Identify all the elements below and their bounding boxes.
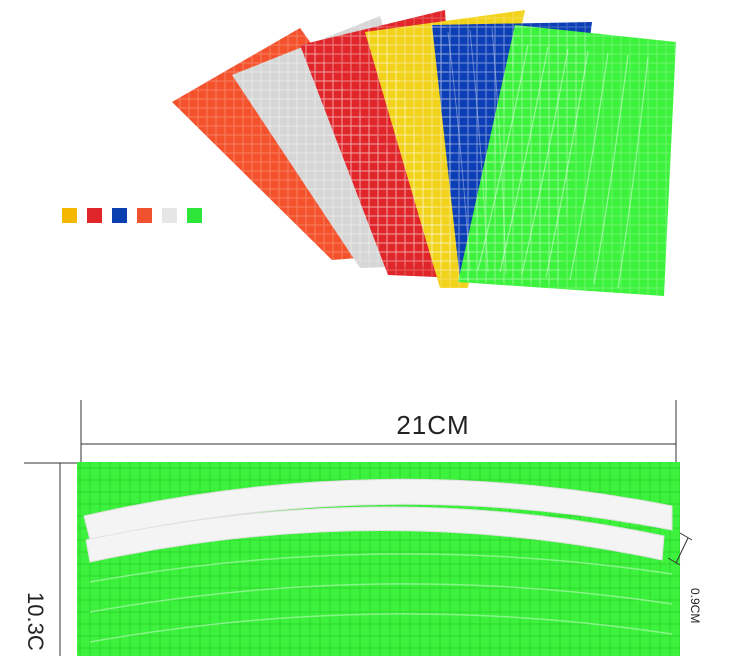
- height-dimension: [24, 462, 82, 656]
- green-swatch: [187, 208, 202, 223]
- width-dimension: [80, 400, 677, 462]
- blue-swatch: [112, 208, 127, 223]
- yellow-swatch: [62, 208, 77, 223]
- white-swatch: [162, 208, 177, 223]
- strip-gap-label: 0.9CM: [688, 588, 702, 624]
- strip-2: [85, 506, 665, 563]
- color-swatch-row: [62, 208, 202, 223]
- strip-1: [83, 478, 673, 541]
- orange-red-swatch: [137, 208, 152, 223]
- width-label: 21CM: [396, 410, 470, 440]
- sheet-fan: [172, 10, 676, 296]
- height-label: 10.3C: [23, 592, 48, 651]
- green-sticker-detail: [77, 462, 693, 656]
- red-swatch: [87, 208, 102, 223]
